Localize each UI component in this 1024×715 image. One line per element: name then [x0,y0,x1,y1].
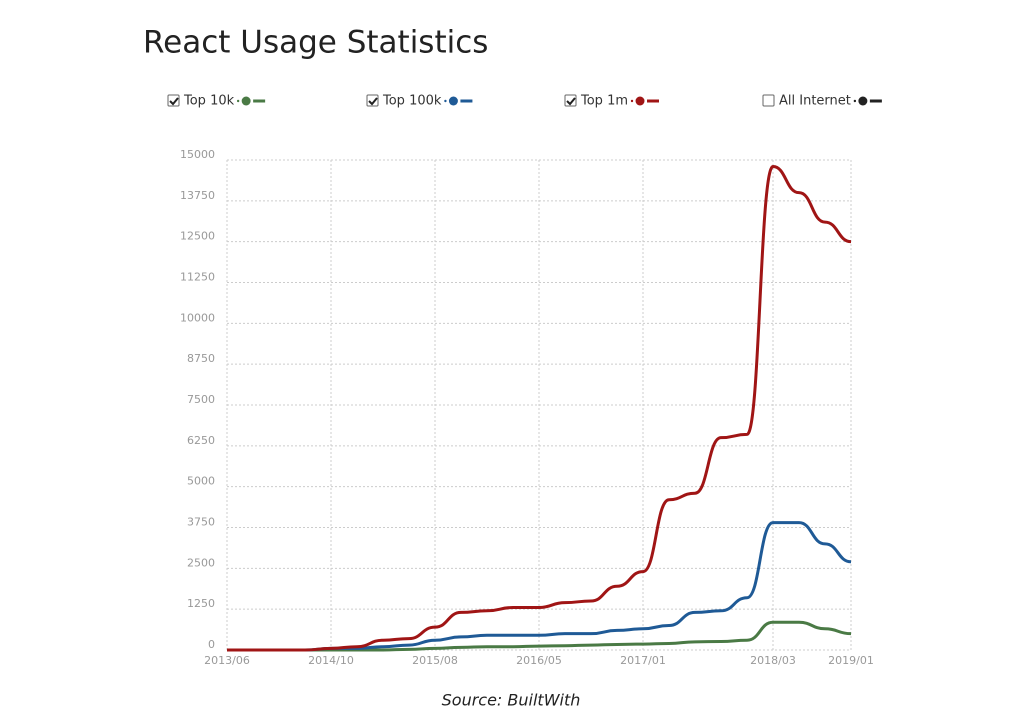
x-tick-label: 2013/06 [204,654,250,667]
y-tick-label: 6250 [187,434,215,447]
x-tick-label: 2015/08 [412,654,458,667]
legend-marker [241,96,251,106]
x-tick-label: 2014/10 [308,654,354,667]
x-tick-label: 2016/05 [516,654,562,667]
x-tick-label: 2017/01 [620,654,666,667]
x-tick-label: 2019/01 [828,654,874,667]
y-tick-label: 15000 [180,148,215,161]
y-tick-label: 3750 [187,516,215,529]
legend-dot-small [853,99,857,103]
legend-check [169,97,179,106]
y-tick-label: 7500 [187,393,215,406]
y-tick-label: 1250 [187,597,215,610]
legend-check [566,97,576,106]
y-tick-label: 8750 [187,352,215,365]
legend-label[interactable]: All Internet [779,94,851,109]
series-line [226,165,852,652]
legend-dot-small [630,99,634,103]
y-tick-label: 10000 [180,311,215,324]
legend-marker [448,96,458,106]
y-tick-label: 0 [208,638,215,651]
legend-label[interactable]: Top 1m [580,94,628,109]
source: Source: BuiltWith [442,691,581,710]
legend-dot-small [444,99,447,103]
legend-checkbox[interactable] [366,94,379,107]
legend-check [368,97,378,106]
legend-checkbox[interactable] [167,94,180,107]
legend-label[interactable]: Top 100k [382,94,442,109]
y-tick-label: 12500 [180,230,215,243]
legend-checkbox[interactable] [762,94,775,107]
legend-label[interactable]: Top 10k [183,94,235,109]
y-tick-label: 11250 [180,271,215,284]
legend-marker [858,96,868,106]
chart-title: React Usage Statistics [143,25,488,61]
series-line [226,620,852,652]
y-tick-label: 2500 [187,556,215,569]
y-tick-label: 13750 [180,189,215,202]
legend-dot-small [236,99,240,103]
y-tick-label: 5000 [187,475,215,488]
x-tick-label: 2018/03 [750,654,796,667]
legend-marker [635,96,645,106]
legend-checkbox[interactable] [564,94,577,107]
